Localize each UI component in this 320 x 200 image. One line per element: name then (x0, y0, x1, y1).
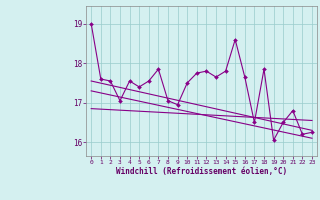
X-axis label: Windchill (Refroidissement éolien,°C): Windchill (Refroidissement éolien,°C) (116, 167, 287, 176)
